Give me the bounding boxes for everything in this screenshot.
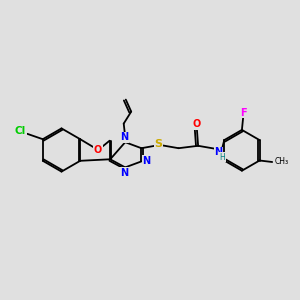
Text: O: O (193, 119, 201, 129)
Text: CH₃: CH₃ (274, 157, 289, 166)
Text: N: N (142, 156, 151, 166)
Text: S: S (154, 139, 162, 149)
Text: N: N (120, 132, 128, 142)
Text: N: N (120, 167, 128, 178)
Text: F: F (240, 108, 247, 118)
Text: Cl: Cl (15, 126, 26, 136)
Text: O: O (94, 145, 102, 155)
Text: H: H (220, 153, 225, 162)
Text: N: N (214, 147, 223, 158)
